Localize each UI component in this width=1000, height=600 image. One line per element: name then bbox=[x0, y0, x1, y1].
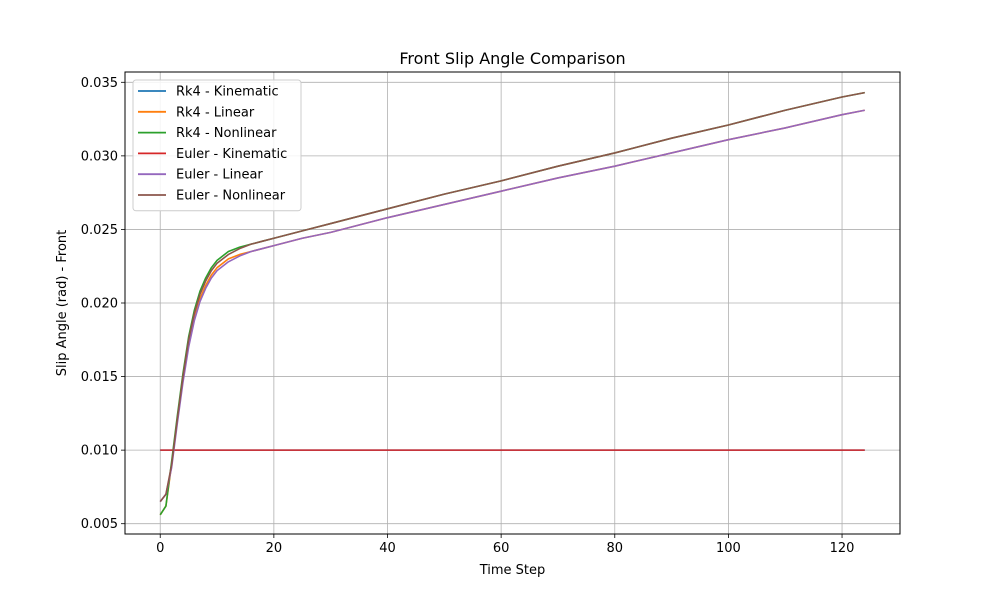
series-group bbox=[159, 91, 865, 516]
x-tick-label: 0 bbox=[156, 541, 164, 556]
x-axis: 0 20 40 60 80 100 120 bbox=[156, 534, 854, 556]
legend-entry-label: Rk4 - Kinematic bbox=[176, 85, 279, 100]
legend: Rk4 - Kinematic Rk4 - Linear Rk4 - Nonline… bbox=[132, 79, 302, 212]
legend-entry-label: Euler - Nonlinear bbox=[176, 189, 286, 204]
x-tick-label: 40 bbox=[379, 541, 396, 556]
y-axis: 0.005 0.010 0.015 0.020 0.025 0.030 0.035 bbox=[81, 76, 125, 532]
x-tick-label: 100 bbox=[716, 541, 741, 556]
series-line-5 bbox=[159, 91, 865, 503]
legend-entry-label: Rk4 - Nonlinear bbox=[176, 126, 277, 141]
y-axis-label: Slip Angle (rad) - Front bbox=[55, 230, 70, 377]
y-tick-label: 0.005 bbox=[81, 517, 118, 532]
x-tick-label: 20 bbox=[266, 541, 283, 556]
y-tick-label: 0.030 bbox=[81, 149, 118, 164]
series-line-4 bbox=[159, 109, 865, 503]
legend-entry-label: Rk4 - Linear bbox=[176, 105, 255, 120]
chart-title: Front Slip Angle Comparison bbox=[399, 49, 625, 68]
legend-entry-label: Euler - Kinematic bbox=[176, 147, 287, 162]
x-tick-label: 60 bbox=[493, 541, 510, 556]
x-axis-label: Time Step bbox=[479, 563, 546, 578]
y-tick-label: 0.035 bbox=[81, 76, 118, 91]
y-tick-label: 0.010 bbox=[81, 444, 118, 459]
x-tick-label: 80 bbox=[606, 541, 623, 556]
legend-entry-label: Euler - Linear bbox=[176, 168, 263, 183]
y-tick-label: 0.015 bbox=[81, 370, 118, 385]
y-tick-label: 0.020 bbox=[81, 297, 118, 312]
y-tick-label: 0.025 bbox=[81, 223, 118, 238]
x-tick-label: 120 bbox=[830, 541, 855, 556]
legend-box bbox=[132, 79, 302, 212]
